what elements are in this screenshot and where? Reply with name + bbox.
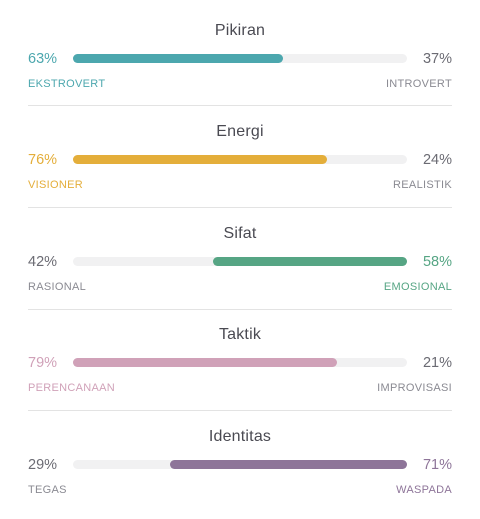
trait-right-label: IMPROVISASI (377, 382, 452, 394)
trait-title: Sifat (223, 225, 257, 242)
trait-title: Pikiran (214, 22, 266, 39)
trait-left-label: PERENCANAAN (28, 382, 116, 394)
trait-bar-track (73, 257, 407, 266)
trait-left-label: TEGAS (28, 484, 67, 496)
trait-title: Identitas (208, 428, 272, 445)
trait-right-label: REALISTIK (393, 179, 452, 191)
trait-bar-fill (169, 460, 407, 469)
trait-bar-fill (73, 54, 284, 63)
trait-title: Energi (216, 123, 264, 140)
trait-bar-fill (73, 155, 327, 164)
trait-right-label: WASPADA (396, 484, 452, 496)
trait-bar-fill (73, 358, 337, 367)
trait-bar-track (73, 358, 407, 367)
divider (28, 105, 452, 106)
trait-left-percent: 29% (28, 457, 58, 473)
trait-bar-fill (213, 257, 407, 266)
trait-bar-track (73, 460, 407, 469)
trait-right-percent: 24% (422, 152, 452, 168)
divider (28, 309, 452, 310)
trait-left-label: EKSTROVERT (28, 78, 106, 90)
divider (28, 410, 452, 411)
trait-row-sifat: Sifat 42% 58% RASIONAL EMOSIONAL (28, 203, 452, 304)
trait-left-percent: 63% (28, 51, 58, 67)
trait-left-percent: 79% (28, 355, 58, 371)
trait-left-percent: 76% (28, 152, 58, 168)
trait-right-percent: 37% (422, 51, 452, 67)
trait-row-energi: Energi 76% 24% VISIONER REALISTIK (28, 101, 452, 202)
trait-left-percent: 42% (28, 254, 58, 270)
trait-row-taktik: Taktik 79% 21% PERENCANAAN IMPROVISASI (28, 304, 452, 405)
trait-left-label: VISIONER (28, 179, 83, 191)
trait-right-label: INTROVERT (385, 78, 452, 90)
trait-bar-track (73, 54, 407, 63)
divider (28, 207, 452, 208)
trait-right-label: EMOSIONAL (383, 281, 452, 293)
trait-right-percent: 21% (422, 355, 452, 371)
trait-row-identitas: Identitas 29% 71% TEGAS WASPADA (28, 406, 452, 507)
trait-title: Taktik (218, 326, 262, 343)
trait-row-pikiran: Pikiran 63% 37% EKSTROVERT INTROVERT (28, 0, 452, 101)
trait-right-percent: 71% (422, 457, 452, 473)
trait-left-label: RASIONAL (28, 281, 87, 293)
trait-right-percent: 58% (422, 254, 452, 270)
trait-bar-track (73, 155, 407, 164)
